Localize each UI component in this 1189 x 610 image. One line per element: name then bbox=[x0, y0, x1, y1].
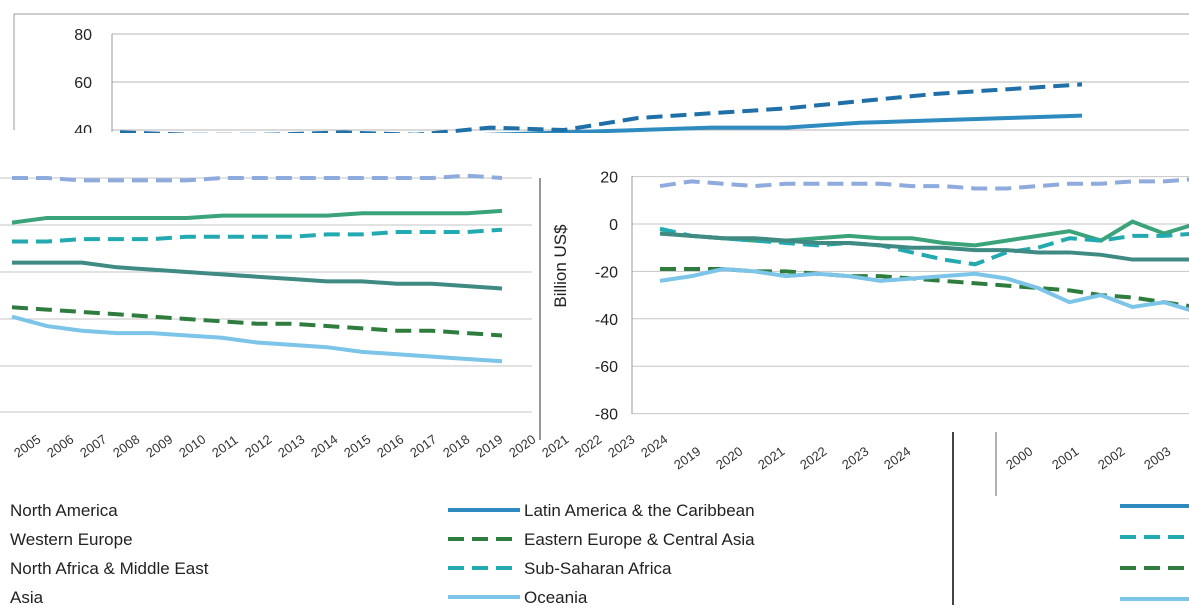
y-tick-label: 80 bbox=[74, 27, 92, 44]
series-line-ssa bbox=[12, 260, 503, 291]
series-line-lac bbox=[119, 82, 1083, 137]
series-line-naf bbox=[12, 227, 503, 244]
series-line-oce bbox=[12, 173, 503, 183]
series-line-we bbox=[660, 267, 1189, 308]
x-tick-label: 2023 bbox=[605, 432, 637, 461]
x-tick-label: 2021 bbox=[539, 432, 571, 461]
y-tick-label: -40 bbox=[595, 312, 618, 329]
series-line-eeca bbox=[11, 208, 503, 225]
legend-label: Oceania bbox=[524, 588, 588, 605]
series-line-oce bbox=[659, 177, 1189, 191]
x-tick-label: 2018 bbox=[440, 432, 472, 461]
x-tick-label: 2007 bbox=[77, 432, 109, 461]
series-line-we bbox=[11, 305, 503, 338]
x-tick-label: 2020 bbox=[506, 432, 538, 461]
legend-label: North America bbox=[10, 501, 118, 520]
x-tick-label: 2002 bbox=[1095, 444, 1127, 473]
x-tick-label: 2024 bbox=[881, 444, 913, 473]
x-tick-label: 2022 bbox=[572, 432, 604, 461]
y-axis-title: Billion US$ bbox=[551, 224, 570, 308]
x-tick-label: 2013 bbox=[275, 432, 307, 461]
series-line-naf bbox=[659, 226, 1189, 267]
x-tick-label: 2021 bbox=[755, 444, 787, 473]
y-tick-label: -80 bbox=[595, 407, 618, 424]
panel-gap bbox=[0, 133, 1189, 173]
x-tick-label: 2005 bbox=[11, 432, 43, 461]
x-tick-label: 2016 bbox=[374, 432, 406, 461]
x-tick-label: 2012 bbox=[242, 432, 274, 461]
x-tick-label: 2001 bbox=[1049, 444, 1081, 473]
x-tick-label: 2019 bbox=[473, 432, 505, 461]
x-tick-label: 2014 bbox=[308, 432, 340, 461]
x-tick-label: 2022 bbox=[797, 444, 829, 473]
x-tick-label: 2009 bbox=[143, 432, 175, 461]
legend-label: Eastern Europe & Central Asia bbox=[524, 530, 755, 549]
legend-label: Latin America & the Caribbean bbox=[524, 501, 755, 520]
y-tick-label: 20 bbox=[600, 170, 618, 187]
y-tick-label: 0 bbox=[609, 217, 618, 234]
x-tick-label: 2006 bbox=[44, 432, 76, 461]
x-tick-label: 2011 bbox=[209, 432, 241, 460]
chart-legend: North America Latin America & the Caribbe… bbox=[10, 501, 755, 607]
x-tick-label: 2023 bbox=[839, 444, 871, 473]
legend-label: Asia bbox=[10, 588, 44, 605]
y-tick-label: -20 bbox=[595, 264, 618, 281]
y-tick-label: -60 bbox=[595, 359, 618, 376]
x-tick-label: 2020 bbox=[713, 444, 745, 473]
legend-label: Sub-Saharan Africa bbox=[524, 559, 672, 578]
series-line-ssa bbox=[659, 231, 1189, 262]
x-tick-label: 2024 bbox=[638, 432, 670, 461]
y-tick-label: 60 bbox=[74, 75, 92, 92]
series-line-asia bbox=[659, 267, 1189, 312]
x-tick-label: 2010 bbox=[176, 432, 208, 461]
series-line-asia bbox=[11, 314, 503, 364]
x-tick-label: 2000 bbox=[1003, 444, 1035, 473]
far-right-chart-panel: 2000 2001 2002 2003 bbox=[1003, 444, 1189, 601]
x-tick-label: 2003 bbox=[1141, 444, 1173, 473]
x-tick-label: 2008 bbox=[110, 432, 142, 461]
series-line-eeca bbox=[659, 219, 1189, 248]
legend-label: North Africa & Middle East bbox=[10, 559, 209, 578]
x-tick-label: 2015 bbox=[341, 432, 373, 461]
x-tick-label: 2017 bbox=[407, 432, 439, 461]
x-tick-label: 2019 bbox=[671, 444, 703, 473]
left-chart-panel: 2005 2006 2007 2008 2009 2010 2011 2012 2013 2014… bbox=[0, 173, 670, 461]
legend-label: Western Europe bbox=[10, 530, 133, 549]
